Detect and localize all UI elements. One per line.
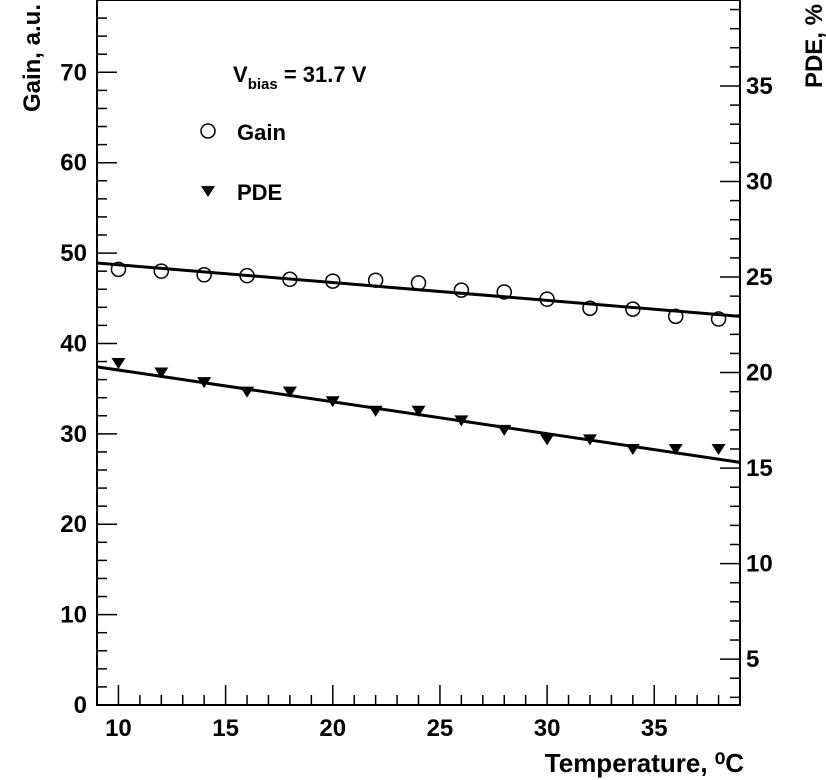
x-tick-label: 15 — [212, 715, 239, 742]
gain-point — [582, 300, 598, 316]
y2-tick-label: 35 — [746, 73, 773, 100]
y-tick-label: 0 — [74, 692, 87, 719]
pde-point — [711, 443, 726, 455]
pde-point — [497, 424, 512, 436]
y-tick-label: 40 — [60, 330, 87, 357]
gain-point — [282, 271, 298, 288]
gain-point — [410, 275, 427, 291]
legend-gain-label: Gain — [237, 120, 286, 145]
gain-point — [110, 261, 127, 278]
pde-point — [540, 434, 555, 446]
gain-point — [667, 308, 684, 325]
y-tick-label: 20 — [60, 511, 87, 538]
pde-point — [368, 405, 383, 417]
pde-point — [111, 358, 126, 370]
data-points — [110, 261, 727, 455]
pde-point — [154, 367, 169, 379]
y2-tick-label: 30 — [746, 169, 773, 196]
x-axis-label: Temperature, ⁰C — [545, 748, 744, 778]
pde-point — [325, 396, 340, 408]
bias-annotation-main: V — [233, 62, 248, 87]
gain-point — [239, 267, 255, 284]
legend-gain-marker — [200, 123, 216, 139]
y2-tick-label: 10 — [746, 551, 773, 578]
pde-point — [282, 386, 297, 398]
pde-point — [582, 434, 597, 446]
pde-point — [240, 386, 255, 398]
y2-tick-label: 20 — [746, 360, 773, 387]
pde-point — [411, 405, 426, 417]
y-tick-label: 60 — [60, 150, 87, 177]
gain-point — [496, 284, 512, 300]
pde-point — [668, 443, 683, 455]
y2-axis-label: PDE, % — [801, 4, 826, 88]
y-tick-label: 10 — [60, 602, 87, 629]
gain-point — [453, 282, 470, 298]
y2-tick-label: 15 — [746, 455, 773, 482]
legend: Gain PDE — [200, 120, 286, 205]
legend-pde-label: PDE — [237, 180, 282, 205]
gain-point — [325, 273, 341, 289]
x-tick-label: 35 — [641, 715, 668, 742]
y2-tick-label: 25 — [746, 264, 773, 291]
x-tick-label: 10 — [105, 715, 132, 742]
pde-point — [197, 377, 212, 389]
axes: 10 15 20 25 30 35 0 10 20 30 40 50 60 70 5 10 15 20 25 30 35 — [60, 0, 773, 742]
bias-annotation-value: = 31.7 V — [278, 62, 367, 87]
bias-annotation: Vbias = 31.7 V — [233, 62, 367, 93]
pde-point — [625, 443, 640, 455]
gain-point — [625, 301, 641, 317]
pde-point — [454, 415, 469, 427]
gain-point — [710, 311, 727, 327]
gain-point — [196, 267, 212, 283]
gain-point — [367, 272, 384, 288]
plot-frame — [96, 0, 741, 706]
gain-point — [153, 263, 170, 279]
y-tick-label: 50 — [60, 240, 87, 267]
x-tick-label: 30 — [534, 715, 561, 742]
gain-point — [539, 291, 555, 307]
bias-annotation-subscript: bias — [248, 76, 278, 93]
y2-tick-label: 5 — [746, 646, 759, 673]
y-axis-label: Gain, a.u. — [19, 4, 46, 112]
x-tick-label: 20 — [319, 715, 346, 742]
legend-pde-marker — [201, 186, 215, 197]
x-tick-label: 25 — [427, 715, 454, 742]
fit-lines — [96, 261, 741, 464]
y-tick-label: 30 — [60, 421, 87, 448]
y-tick-label: 70 — [60, 59, 87, 86]
